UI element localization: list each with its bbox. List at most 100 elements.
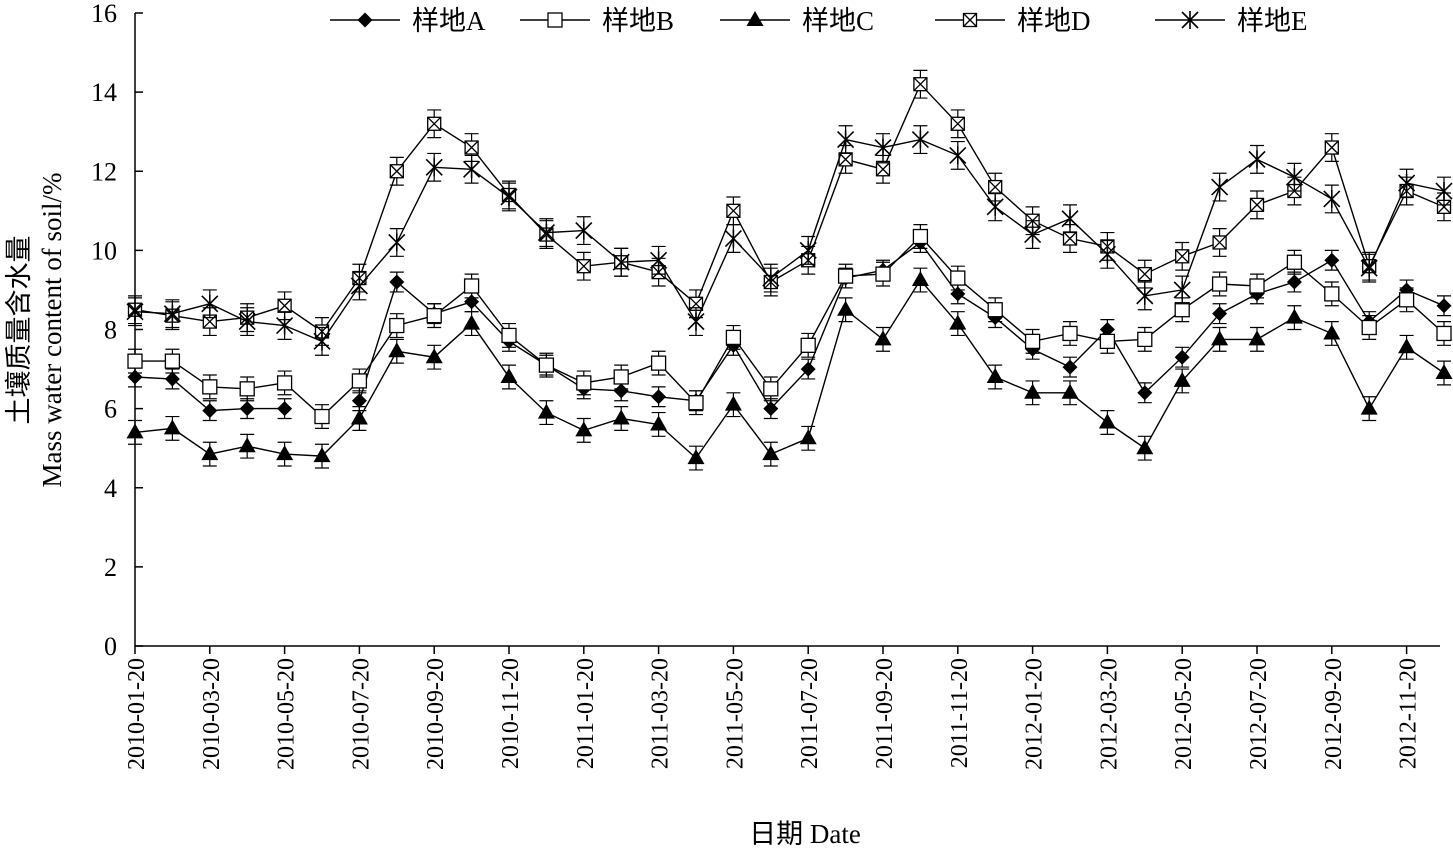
legend-marker xyxy=(357,12,373,28)
x-tick-label: 2012-01-20 xyxy=(1022,658,1048,770)
data-point xyxy=(1248,150,1266,169)
data-point xyxy=(1398,338,1416,354)
data-point xyxy=(500,367,518,383)
data-point xyxy=(1361,319,1377,336)
data-point xyxy=(1324,140,1339,155)
data-point xyxy=(1024,383,1042,399)
x-axis-label: 日期 Date xyxy=(749,819,861,849)
x-tick-label: 2012-05-20 xyxy=(1171,658,1197,770)
data-point xyxy=(202,379,218,395)
legend-item: 样地A xyxy=(330,6,486,36)
data-point xyxy=(463,160,481,179)
data-point xyxy=(537,403,555,419)
legend-label: 样地D xyxy=(1017,6,1091,36)
y-tick-label: 6 xyxy=(104,395,117,424)
data-point xyxy=(612,253,630,272)
data-point xyxy=(126,302,144,321)
data-point xyxy=(501,327,517,344)
x-tick-label: 2010-05-20 xyxy=(274,658,300,770)
data-point xyxy=(425,348,443,364)
data-point xyxy=(277,401,293,417)
legend-marker xyxy=(547,12,563,28)
data-point xyxy=(1174,302,1190,318)
data-point xyxy=(1435,182,1453,201)
data-point xyxy=(464,140,479,155)
data-point xyxy=(613,369,629,385)
data-point xyxy=(1436,298,1452,314)
data-point xyxy=(127,353,143,369)
data-point xyxy=(1061,209,1079,228)
data-point xyxy=(314,408,330,425)
data-point xyxy=(724,229,742,248)
x-tick-label: 2010-09-20 xyxy=(423,658,449,770)
data-point xyxy=(1249,278,1265,294)
data-point xyxy=(351,393,367,409)
data-point xyxy=(575,421,593,437)
data-point xyxy=(1136,439,1154,455)
series-3 xyxy=(126,267,1453,471)
data-point xyxy=(725,329,742,346)
x-tick-label: 2011-11-20 xyxy=(947,658,973,768)
data-point xyxy=(950,270,966,286)
data-point xyxy=(201,445,219,461)
data-point xyxy=(1098,245,1116,264)
data-point xyxy=(763,381,779,397)
data-point xyxy=(986,197,1004,216)
data-point xyxy=(1024,333,1041,350)
data-point xyxy=(463,278,480,294)
data-point xyxy=(911,130,929,149)
data-point xyxy=(987,302,1003,318)
data-point xyxy=(949,314,967,330)
data-point xyxy=(911,271,929,287)
data-point xyxy=(351,373,368,389)
data-point xyxy=(537,223,555,242)
data-point xyxy=(726,203,741,218)
data-point xyxy=(1285,308,1303,324)
data-point xyxy=(1174,349,1190,365)
data-point xyxy=(837,300,855,316)
data-point xyxy=(1137,385,1153,401)
data-point xyxy=(426,308,442,324)
data-point xyxy=(1285,168,1303,187)
data-point xyxy=(1360,259,1378,278)
data-point xyxy=(837,268,854,284)
data-point xyxy=(500,187,518,206)
y-tick-label: 4 xyxy=(104,474,117,503)
data-point xyxy=(762,445,780,461)
legend-item: 样地E xyxy=(1155,6,1308,36)
data-point xyxy=(650,251,668,270)
data-point xyxy=(538,357,555,373)
data-point xyxy=(912,228,929,245)
series-line xyxy=(134,82,1445,333)
legend-marker xyxy=(746,11,764,26)
data-point xyxy=(1062,359,1078,375)
data-point xyxy=(1360,399,1378,415)
data-point xyxy=(1323,189,1341,208)
x-tick-label: 2010-11-20 xyxy=(498,658,524,769)
series-5 xyxy=(126,125,1453,356)
data-point xyxy=(239,401,255,417)
data-point xyxy=(239,381,255,397)
data-point xyxy=(1436,325,1452,342)
data-point xyxy=(1173,371,1191,387)
y-tick-label: 10 xyxy=(91,236,117,265)
data-point xyxy=(800,361,816,377)
data-point xyxy=(201,294,219,313)
data-point xyxy=(389,164,404,179)
data-point xyxy=(1099,333,1116,350)
data-point xyxy=(163,419,181,435)
data-point xyxy=(688,395,704,411)
data-point xyxy=(388,342,406,358)
data-point xyxy=(425,158,443,177)
data-point xyxy=(238,312,256,331)
data-point xyxy=(1137,266,1152,282)
data-point xyxy=(1024,225,1042,244)
data-point xyxy=(875,266,891,282)
data-point xyxy=(650,355,667,371)
x-tick-label: 2012-11-20 xyxy=(1396,658,1422,769)
data-point xyxy=(1062,325,1078,342)
data-point xyxy=(1211,330,1229,346)
data-point xyxy=(1248,330,1266,346)
data-point xyxy=(1173,280,1191,299)
